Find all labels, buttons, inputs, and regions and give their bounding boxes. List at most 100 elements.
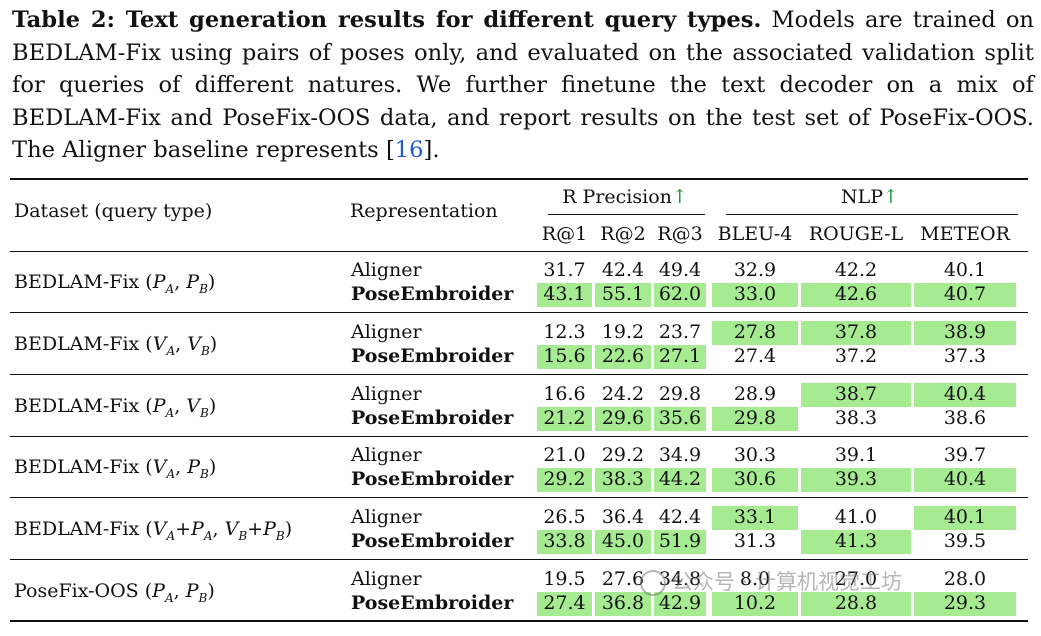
metric-cell: 31.7: [543, 259, 586, 281]
best-value-highlight: [712, 283, 798, 307]
metric-cell: 28.0: [943, 568, 987, 590]
metric-cell: 38.3: [601, 468, 645, 491]
metric-cell: 31.3: [733, 530, 777, 553]
watermark: 公众号 · 计算机视觉工坊: [640, 566, 902, 596]
method-aligner: Aligner: [351, 506, 422, 529]
row-separator: [10, 373, 1028, 375]
metric-cell: 19.2: [601, 320, 645, 343]
metric-cell: 38.3: [834, 406, 878, 429]
metric-cell: 33.1: [733, 506, 777, 529]
best-value-highlight: [537, 592, 592, 616]
header-rule: [10, 251, 1028, 253]
best-value-highlight: [712, 320, 798, 345]
metric-cell: 36.4: [601, 506, 645, 529]
method-poseembroider: PoseEmbroider: [351, 592, 514, 614]
best-value-highlight: [654, 406, 706, 431]
metric-cell: 35.6: [658, 406, 702, 429]
metric-cell: 38.9: [943, 320, 987, 343]
best-value-highlight: [801, 320, 911, 345]
metric-cell: 24.2: [601, 382, 645, 405]
metric-cell: 29.8: [733, 406, 777, 429]
top-rule: [10, 178, 1028, 180]
header-r-precision: R Precision↑: [562, 186, 688, 208]
row-separator: [10, 312, 1028, 313]
best-value-highlight: [595, 592, 651, 616]
metric-cell: 8.0: [739, 568, 771, 590]
best-value-highlight: [914, 382, 1016, 407]
row-separator: [10, 435, 1028, 437]
column-header-rouge-l: ROUGE-L: [808, 223, 904, 245]
best-value-highlight: [914, 468, 1016, 493]
metric-cell: 41.0: [834, 506, 878, 529]
column-header-bleu-4: BLEU-4: [717, 223, 793, 245]
best-value-highlight: [654, 592, 706, 616]
column-header-r-1: R@1: [541, 223, 588, 245]
best-value-highlight: [914, 506, 1016, 531]
bottom-rule: [10, 620, 1028, 622]
method-poseembroider: PoseEmbroider: [351, 283, 514, 305]
wechat-icon: [640, 570, 666, 596]
metric-cell: 42.6: [834, 283, 878, 305]
metric-cell: 30.3: [733, 444, 777, 467]
metric-cell: 29.2: [543, 468, 586, 491]
metric-cell: 37.3: [943, 344, 987, 367]
best-value-highlight: [801, 382, 911, 407]
nlp-cmidrule: [726, 214, 1018, 215]
best-value-highlight: [654, 283, 706, 307]
method-aligner: Aligner: [351, 444, 422, 467]
metric-cell: 15.6: [543, 344, 586, 367]
metric-cell: 40.1: [943, 506, 987, 529]
metric-cell: 42.2: [834, 259, 878, 281]
metric-cell: 39.7: [943, 444, 987, 467]
metric-cell: 39.5: [943, 530, 987, 553]
metric-cell: 42.4: [658, 506, 702, 529]
metric-cell: 27.0: [834, 568, 878, 590]
method-aligner: Aligner: [351, 320, 422, 343]
best-value-highlight: [712, 506, 798, 531]
best-value-highlight: [654, 530, 706, 555]
best-value-highlight: [595, 530, 651, 555]
metric-cell: 23.7: [658, 320, 702, 343]
best-value-highlight: [801, 468, 911, 493]
header-representation: Representation: [350, 200, 498, 222]
metric-cell: 40.1: [943, 259, 987, 281]
metric-cell: 40.4: [943, 382, 987, 405]
metric-cell: 33.0: [733, 283, 777, 305]
metric-cell: 45.0: [601, 530, 645, 553]
metric-cell: 44.2: [658, 468, 702, 491]
metric-cell: 62.0: [658, 283, 702, 305]
best-value-highlight: [914, 283, 1016, 307]
metric-cell: 29.6: [601, 406, 645, 429]
method-aligner: Aligner: [351, 259, 422, 281]
metric-cell: 33.8: [543, 530, 586, 553]
metric-cell: 38.7: [834, 382, 878, 405]
metric-cell: 10.2: [733, 592, 777, 614]
method-poseembroider: PoseEmbroider: [351, 468, 514, 491]
best-value-highlight: [537, 344, 592, 369]
metric-cell: 34.9: [658, 444, 702, 467]
citation-link[interactable]: 16: [394, 137, 424, 164]
metric-cell: 49.4: [658, 259, 702, 281]
metric-cell: 27.8: [733, 320, 777, 343]
metric-cell: 43.1: [543, 283, 586, 305]
best-value-highlight: [595, 468, 651, 493]
metric-cell: 22.6: [601, 344, 645, 367]
row-separator: [10, 497, 1028, 499]
metric-cell: 42.4: [601, 259, 645, 281]
row-separator: [10, 559, 1028, 561]
best-value-highlight: [537, 530, 592, 555]
column-header-meteor: METEOR: [920, 223, 1010, 245]
metric-cell: 42.9: [658, 592, 702, 614]
best-value-highlight: [595, 344, 651, 369]
metric-cell: 38.6: [943, 406, 987, 429]
metric-cell: 28.9: [733, 382, 777, 405]
metric-cell: 19.5: [543, 568, 586, 590]
best-value-highlight: [712, 592, 798, 616]
metric-cell: 12.3: [543, 320, 586, 343]
metric-cell: 27.4: [733, 344, 777, 367]
metric-cell: 29.2: [601, 444, 645, 467]
metric-cell: 27.4: [543, 592, 586, 614]
metric-cell: 40.7: [943, 283, 987, 305]
method-aligner: Aligner: [351, 382, 422, 405]
best-value-highlight: [537, 406, 592, 431]
